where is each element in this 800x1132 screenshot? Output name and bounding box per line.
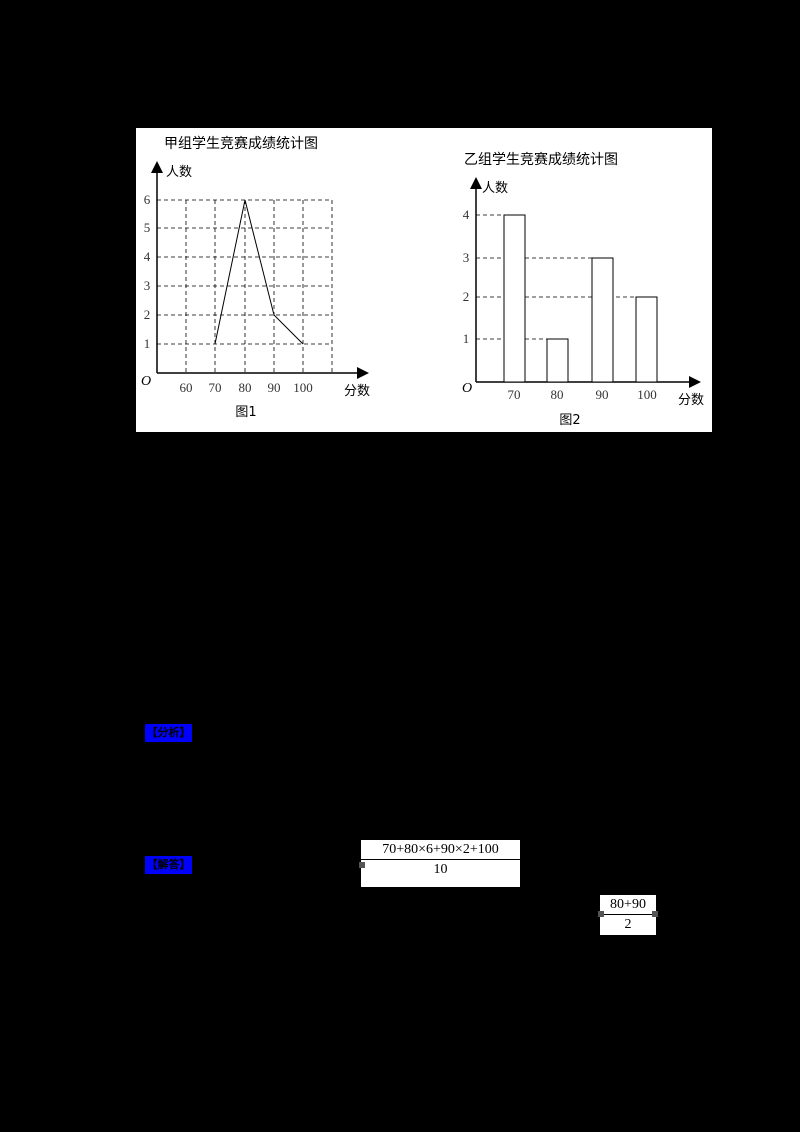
fig1-y-axis-label: 人数 bbox=[166, 165, 192, 180]
fig1-data-line bbox=[214, 199, 304, 345]
charts-svg: 甲组学生竞赛成绩统计图 人数 分数 O bbox=[141, 135, 704, 428]
equals-sign-fragment bbox=[598, 911, 604, 917]
fig2-y-tick: 3 bbox=[463, 250, 470, 265]
fig1-title: 甲组学生竞赛成绩统计图 bbox=[164, 135, 318, 152]
fig1-x-tick: 70 bbox=[209, 380, 222, 395]
fig1-y-tick: 6 bbox=[144, 192, 151, 207]
fig2-x-tick: 90 bbox=[596, 387, 609, 402]
fig2-bar-90 bbox=[591, 257, 614, 383]
fig2-y-tick: 1 bbox=[463, 331, 470, 346]
fig1-y-tick: 4 bbox=[144, 249, 151, 264]
fig1-x-axis-label: 分数 bbox=[344, 384, 370, 399]
fig1-y-tick: 2 bbox=[144, 307, 151, 322]
fig2-x-tick: 80 bbox=[551, 387, 564, 402]
figure-1-line-chart: 甲组学生竞赛成绩统计图 人数 分数 O bbox=[141, 135, 370, 420]
median-fraction: 80+90 2 bbox=[598, 895, 658, 935]
fig1-y-tick: 3 bbox=[144, 278, 151, 293]
fig1-x-tick: 100 bbox=[293, 380, 313, 395]
fig1-grid bbox=[157, 199, 333, 373]
analysis-label: 【分析】 bbox=[145, 724, 192, 742]
fig2-caption: 图2 bbox=[559, 413, 580, 428]
mean-numerator: 70+80×6+90×2+100 bbox=[361, 840, 520, 860]
answer-label: 【解答】 bbox=[145, 856, 192, 874]
fig1-y-tick: 1 bbox=[144, 336, 151, 351]
fig2-x-axis-label: 分数 bbox=[678, 393, 704, 408]
fig2-y-axis-label: 人数 bbox=[482, 181, 508, 196]
fig1-origin-label: O bbox=[141, 374, 151, 389]
fig2-x-tick: 70 bbox=[508, 387, 521, 402]
figure-2-bar-chart: 乙组学生竞赛成绩统计图 人数 分数 O 1 bbox=[462, 151, 704, 428]
fig2-title: 乙组学生竞赛成绩统计图 bbox=[464, 151, 618, 168]
fig2-x-tick: 100 bbox=[637, 387, 657, 402]
mean-fraction: 70+80×6+90×2+100 10 bbox=[359, 840, 520, 887]
fig1-x-tick: 80 bbox=[239, 380, 252, 395]
fig2-y-tick: 4 bbox=[463, 207, 470, 222]
fig2-bar-80 bbox=[546, 338, 569, 383]
fig1-y-tick: 5 bbox=[144, 220, 151, 235]
equals-sign-fragment bbox=[359, 862, 365, 868]
median-denominator: 2 bbox=[624, 917, 632, 932]
fig2-bar-100 bbox=[635, 296, 658, 383]
fig1-caption: 图1 bbox=[235, 405, 256, 420]
median-numerator: 80+90 bbox=[600, 895, 656, 915]
fig2-bar-70 bbox=[503, 214, 526, 383]
fig1-x-tick: 90 bbox=[268, 380, 281, 395]
equals-sign-fragment bbox=[652, 911, 658, 917]
figures-panel: 甲组学生竞赛成绩统计图 人数 分数 O bbox=[136, 128, 712, 432]
fig1-x-tick: 60 bbox=[180, 380, 193, 395]
mean-denominator: 10 bbox=[433, 862, 448, 877]
fig2-origin-label: O bbox=[462, 381, 472, 396]
fig2-y-tick: 2 bbox=[463, 289, 470, 304]
